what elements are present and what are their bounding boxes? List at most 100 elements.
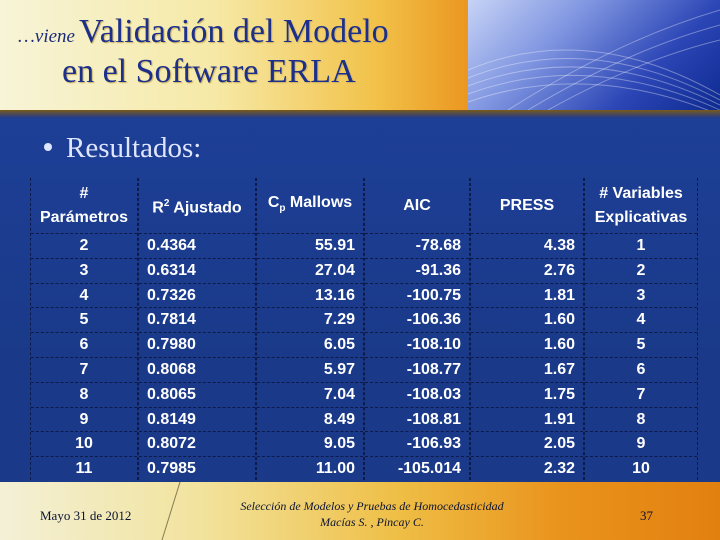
footer-decoration <box>161 482 181 540</box>
col-parametros: # Parámetros 2 3 4 5 6 7 8 9 10 11 <box>30 178 138 480</box>
cell-variables: 8 <box>585 406 697 432</box>
header-cp-base: C <box>267 193 280 211</box>
cell-variables: 4 <box>585 307 697 332</box>
cell-cp: 7.29 <box>257 307 363 332</box>
cell-variables: 5 <box>585 332 697 357</box>
cell-variables: 1 <box>585 233 697 258</box>
cells-aic: -78.68 -91.36 -100.75 -106.36 -108.10 -108.77… <box>365 233 469 481</box>
title-line-2: en el Software ERLA <box>62 53 356 91</box>
cell-parametros: 11 <box>31 456 137 481</box>
slide-title: …viene Validación del Modelo en el Softw… <box>18 12 468 92</box>
col-r2: R2 Ajustado 0.4364 0.6314 0.7326 0.7814 0.79… <box>138 178 256 480</box>
title-prefix: …viene <box>18 26 75 47</box>
cell-parametros: 2 <box>31 233 137 258</box>
cell-variables: 7 <box>585 381 697 407</box>
cell-press: 1.91 <box>471 406 583 432</box>
cells-cp: 55.91 27.04 13.16 7.29 6.05 5.97 7.04 8.49 9.05 1… <box>257 233 363 481</box>
header-r2-base: R <box>152 199 164 217</box>
footer-credits-line1: Selección de Modelos y Pruebas de Homoce… <box>240 499 504 513</box>
header-aic-text: AIC <box>403 197 431 214</box>
cell-cp: 8.49 <box>257 406 363 432</box>
cell-r2: 0.8149 <box>139 406 255 432</box>
cell-aic: -100.75 <box>365 282 469 308</box>
cell-aic: -105.014 <box>365 456 469 481</box>
cell-aic: -91.36 <box>365 257 469 283</box>
results-table: # Parámetros 2 3 4 5 6 7 8 9 10 11 R2 Ajustado 0.4… <box>30 178 698 480</box>
header-r2-sup: 2 <box>163 197 170 209</box>
cell-r2: 0.4364 <box>139 233 255 258</box>
bullet-text: Resultados: <box>66 132 202 164</box>
cell-r2: 0.6314 <box>139 257 255 283</box>
header-decoration <box>468 0 720 110</box>
cell-r2: 0.7814 <box>139 307 255 332</box>
col-press: PRESS 4.38 2.76 1.81 1.60 1.60 1.67 1.75 1.91 2.… <box>470 178 584 480</box>
header-aic: AIC <box>365 178 469 234</box>
col-cp: Cp Mallows 55.91 27.04 13.16 7.29 6.05 5.97 7.… <box>256 178 364 480</box>
cell-parametros: 7 <box>31 356 137 382</box>
cell-variables: 6 <box>585 356 697 382</box>
header-parametros: # Parámetros <box>31 178 137 234</box>
cell-variables: 10 <box>585 456 697 481</box>
cell-parametros: 8 <box>31 381 137 407</box>
cell-press: 1.60 <box>471 307 583 332</box>
cells-r2: 0.4364 0.6314 0.7326 0.7814 0.7980 0.8068 0.80… <box>139 233 255 481</box>
cell-press: 4.38 <box>471 233 583 258</box>
cell-r2: 0.8068 <box>139 356 255 382</box>
cell-press: 2.32 <box>471 456 583 481</box>
cell-parametros: 9 <box>31 406 137 432</box>
cell-r2: 0.7326 <box>139 282 255 308</box>
cell-cp: 5.97 <box>257 356 363 382</box>
cell-press: 2.76 <box>471 257 583 283</box>
cell-cp: 13.16 <box>257 282 363 308</box>
cell-parametros: 10 <box>31 431 137 456</box>
cell-cp: 9.05 <box>257 431 363 456</box>
cell-parametros: 6 <box>31 332 137 357</box>
col-aic: AIC -78.68 -91.36 -100.75 -106.36 -108.10 -10… <box>364 178 470 480</box>
header-vars-line1: # Variables <box>599 185 683 202</box>
slide-body <box>0 118 720 540</box>
cell-aic: -108.03 <box>365 381 469 407</box>
cell-press: 2.05 <box>471 431 583 456</box>
cell-press: 1.67 <box>471 356 583 382</box>
cells-press: 4.38 2.76 1.81 1.60 1.60 1.67 1.75 1.91 2.05 2.32 <box>471 233 583 481</box>
cell-press: 1.81 <box>471 282 583 308</box>
cell-r2: 0.7980 <box>139 332 255 357</box>
cell-variables: 9 <box>585 431 697 456</box>
page-number: 37 <box>640 508 653 523</box>
cell-aic: -108.10 <box>365 332 469 357</box>
header-parametros-line1: # <box>79 185 89 202</box>
bullet-icon <box>44 143 52 152</box>
cells-variables: 1 2 3 4 5 6 7 8 9 10 <box>585 233 697 481</box>
header-r2: R2 Ajustado <box>139 178 255 234</box>
cell-parametros: 4 <box>31 282 137 308</box>
cell-aic: -108.77 <box>365 356 469 382</box>
cell-aic: -106.93 <box>365 431 469 456</box>
title-line-1: Validación del Modelo <box>78 13 389 50</box>
footer-credits: Selección de Modelos y Pruebas de Homoce… <box>212 498 532 530</box>
cell-cp: 55.91 <box>257 233 363 258</box>
header-divider <box>0 110 720 118</box>
decorative-lines <box>468 9 720 110</box>
col-variables: # Variables Explicativas 1 2 3 4 5 6 7 8 9 10 <box>584 178 698 480</box>
cell-press: 1.75 <box>471 381 583 407</box>
header-cp-sub: p <box>279 203 286 215</box>
cell-r2: 0.8065 <box>139 381 255 407</box>
header-press: PRESS <box>471 178 583 234</box>
cell-parametros: 5 <box>31 307 137 332</box>
cell-r2: 0.7985 <box>139 456 255 481</box>
cell-cp: 27.04 <box>257 257 363 283</box>
header-cp-rest: Mallows <box>285 193 353 211</box>
cell-aic: -78.68 <box>365 233 469 258</box>
cell-cp: 7.04 <box>257 381 363 407</box>
cell-r2: 0.8072 <box>139 431 255 456</box>
footer-band <box>0 482 720 540</box>
bullet-item: Resultados: <box>44 132 201 165</box>
header-vars-line2: Explicativas <box>594 209 688 226</box>
footer-credits-line2: Macías S. , Pincay C. <box>320 515 424 529</box>
cells-parametros: 2 3 4 5 6 7 8 9 10 11 <box>31 233 137 481</box>
cell-press: 1.60 <box>471 332 583 357</box>
header-press-text: PRESS <box>499 197 555 214</box>
cell-variables: 3 <box>585 282 697 308</box>
footer-date: Mayo 31 de 2012 <box>40 508 132 523</box>
cell-parametros: 3 <box>31 257 137 283</box>
